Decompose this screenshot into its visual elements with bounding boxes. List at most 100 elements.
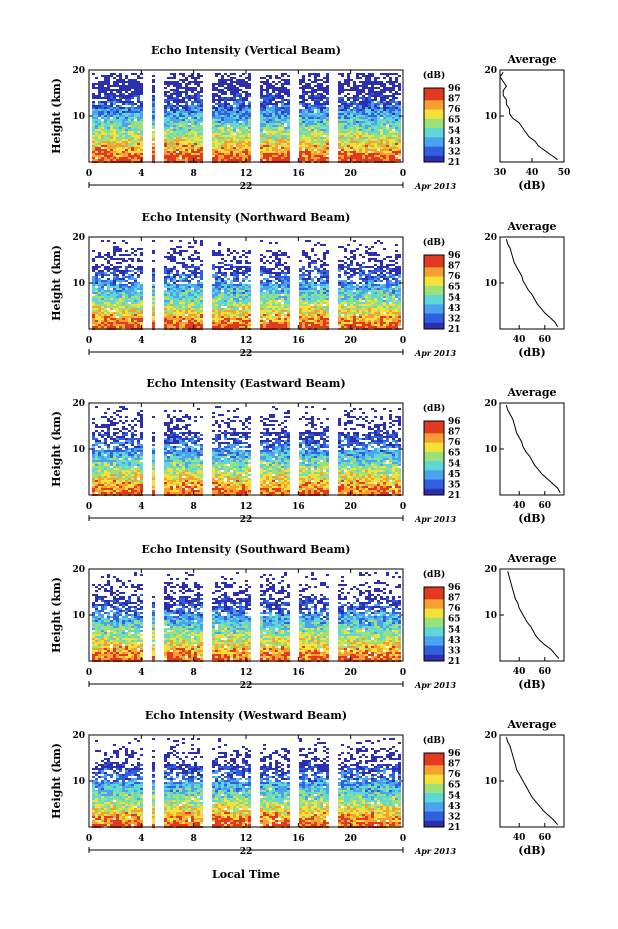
heatmap-cell [176, 272, 179, 274]
heatmap-cell [320, 105, 323, 107]
heatmap-cell [281, 83, 284, 85]
heatmap-cell [131, 95, 134, 97]
heatmap-cell [218, 318, 221, 320]
heatmap-cell [224, 81, 227, 83]
heatmap-cell [134, 103, 137, 105]
heatmap-cell [314, 127, 317, 129]
heatmap-cell [131, 87, 134, 89]
heatmap-cell [116, 290, 119, 292]
heatmap-cell [152, 149, 155, 151]
heatmap-cell [356, 115, 359, 117]
heatmap-cell [224, 109, 227, 111]
heatmap-cell [224, 107, 227, 109]
heatmap-cell [167, 131, 170, 133]
heatmap-cell [317, 129, 320, 131]
heatmap-cell [110, 292, 113, 294]
heatmap-cell [197, 129, 200, 131]
heatmap-cell [104, 314, 107, 316]
heatmap-cell [140, 286, 143, 288]
heatmap-cell [284, 99, 287, 101]
heatmap-cell [260, 77, 263, 79]
heatmap-cell [272, 131, 275, 133]
heatmap-cell [386, 73, 389, 75]
heatmap-cell [191, 97, 194, 99]
heatmap-cell [224, 79, 227, 81]
heatmap-cell [248, 119, 251, 121]
heatmap-cell [116, 298, 119, 300]
heatmap-cell [398, 117, 401, 119]
heatmap-cell [167, 95, 170, 97]
heatmap-cell [128, 157, 131, 159]
heatmap-cell [281, 109, 284, 111]
heatmap-cell [239, 147, 242, 149]
heatmap-cell [236, 115, 239, 117]
heatmap-cell [95, 272, 98, 274]
heatmap-cell [245, 310, 248, 312]
heatmap-cell [140, 123, 143, 125]
heatmap-cell [374, 95, 377, 97]
heatmap-cell [365, 145, 368, 147]
heatmap-cell [173, 111, 176, 113]
heatmap-cell [137, 109, 140, 111]
heatmap-cell [176, 83, 179, 85]
heatmap-cell [242, 137, 245, 139]
heatmap-cell [374, 103, 377, 105]
heatmap-cell [266, 284, 269, 286]
heatmap-cell [134, 111, 137, 113]
heatmap-cell [122, 284, 125, 286]
heatmap-cell [221, 282, 224, 284]
heatmap-cell [110, 308, 113, 310]
heatmap-cell [260, 282, 263, 284]
heatmap-cell [191, 133, 194, 135]
heatmap-cell [389, 121, 392, 123]
heatmap-cell [305, 109, 308, 111]
heatmap-cell [392, 87, 395, 89]
colorbar-label: 76 [448, 105, 461, 115]
heatmap-cell [260, 320, 263, 322]
heatmap-cell [125, 300, 128, 302]
heatmap-cell [248, 159, 251, 161]
heatmap-cell [98, 129, 101, 131]
heatmap-cell [188, 306, 191, 308]
heatmap-cell [278, 145, 281, 147]
heatmap-cell [197, 127, 200, 129]
heatmap-cell [320, 107, 323, 109]
heatmap-cell [383, 83, 386, 85]
heatmap-cell [116, 119, 119, 121]
heatmap-cell [215, 252, 218, 254]
heatmap-cell [185, 310, 188, 312]
heatmap-cell [98, 133, 101, 135]
heatmap-cell [353, 95, 356, 97]
heatmap-cell [242, 314, 245, 316]
heatmap-cell [323, 143, 326, 145]
heatmap-cell [248, 129, 251, 131]
heatmap-cell [197, 155, 200, 157]
heatmap-cell [353, 135, 356, 137]
heatmap-cell [239, 113, 242, 115]
heatmap-cell [260, 314, 263, 316]
heatmap-cell [140, 101, 143, 103]
heatmap-cell [227, 254, 230, 256]
heatmap-cell [164, 131, 167, 133]
heatmap-cell [362, 117, 365, 119]
y-tick-label: 20 [72, 66, 85, 76]
heatmap-cell [224, 326, 227, 328]
heatmap-cell [233, 290, 236, 292]
heatmap-cell [221, 155, 224, 157]
heatmap-cell [122, 79, 125, 81]
heatmap-cell [269, 147, 272, 149]
heatmap-cell [230, 300, 233, 302]
heatmap-cell [389, 123, 392, 125]
heatmap-cell [218, 250, 221, 252]
heatmap-cell [248, 143, 251, 145]
heatmap-cell [269, 119, 272, 121]
heatmap-cell [98, 103, 101, 105]
heatmap-cell [179, 286, 182, 288]
heatmap-cell [365, 127, 368, 129]
heatmap-cell [218, 135, 221, 137]
heatmap-cell [269, 274, 272, 276]
heatmap-cell [383, 85, 386, 87]
heatmap-cell [116, 304, 119, 306]
heatmap-cell [269, 155, 272, 157]
heatmap-cell [350, 115, 353, 117]
